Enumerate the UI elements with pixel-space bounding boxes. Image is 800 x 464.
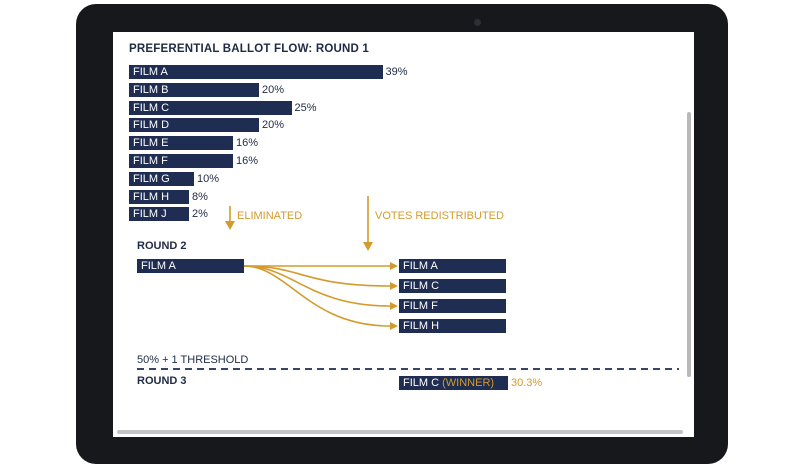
value-label-film-a: 39% — [385, 66, 408, 78]
votes-redistributed-label: VOTES REDISTRIBUTED — [375, 210, 504, 222]
value-label-film-g: 10% — [197, 172, 220, 185]
arrowhead-film-h — [390, 322, 398, 330]
round-2-target-film-f: FILM F — [399, 299, 506, 313]
redistributed-arrowhead — [363, 242, 373, 251]
vertical-scrollbar[interactable] — [687, 112, 691, 377]
bar-film-g: FILM G — [129, 171, 194, 186]
screen: PREFERENTIAL BALLOT FLOW: ROUND 1 FILM A… — [113, 32, 694, 437]
horizontal-scrollbar[interactable] — [117, 430, 683, 434]
bar-film-b: FILM B — [129, 82, 259, 97]
bar-film-c: FILM C — [129, 100, 292, 115]
value-label-film-h: 8% — [192, 190, 208, 203]
bar-film-j: FILM J — [129, 207, 189, 222]
bar-film-e: FILM E — [129, 136, 233, 151]
round-2-target-film-a: FILM A — [399, 259, 506, 273]
arrowhead-film-a — [390, 262, 398, 270]
webcam-icon — [474, 19, 481, 26]
bar-film-a: FILM A — [129, 65, 383, 79]
round-2-target-film-h: FILM H — [399, 319, 506, 333]
flow-line-film-h — [243, 265, 391, 327]
round-3-heading: ROUND 3 — [137, 375, 187, 387]
bar-film-d: FILM D — [129, 118, 259, 133]
bar-film-h: FILM H — [129, 189, 189, 204]
value-label-film-c: 25% — [294, 101, 317, 114]
value-label-film-b: 20% — [262, 83, 285, 96]
round-2-heading: ROUND 2 — [137, 240, 187, 252]
round-3-winner-bar: FILM C (WINNER) — [399, 376, 508, 390]
flow-line-film-f — [243, 265, 391, 307]
arrowhead-film-c — [390, 282, 398, 290]
chart-title: PREFERENTIAL BALLOT FLOW: ROUND 1 — [129, 43, 370, 55]
eliminated-label: ELIMINATED — [237, 210, 303, 222]
value-label-film-e: 16% — [236, 137, 259, 150]
winner-tag: (WINNER) — [442, 377, 495, 389]
arrowhead-film-f — [390, 302, 398, 310]
flow-overlay — [137, 196, 679, 370]
round-2-source-bar: FILM A — [137, 259, 244, 273]
bar-film-f: FILM F — [129, 154, 233, 168]
round-3-film-label: FILM C — [403, 377, 440, 389]
threshold-label: 50% + 1 THRESHOLD — [137, 354, 249, 366]
eliminated-arrowhead — [225, 221, 235, 230]
round-2-target-film-c: FILM C — [399, 279, 506, 293]
value-label-film-j: 2% — [192, 208, 208, 221]
flow-line-film-c — [243, 265, 391, 287]
value-label-film-f: 16% — [236, 155, 259, 167]
round-3-value: 30.3% — [511, 377, 543, 389]
value-label-film-d: 20% — [262, 119, 285, 132]
